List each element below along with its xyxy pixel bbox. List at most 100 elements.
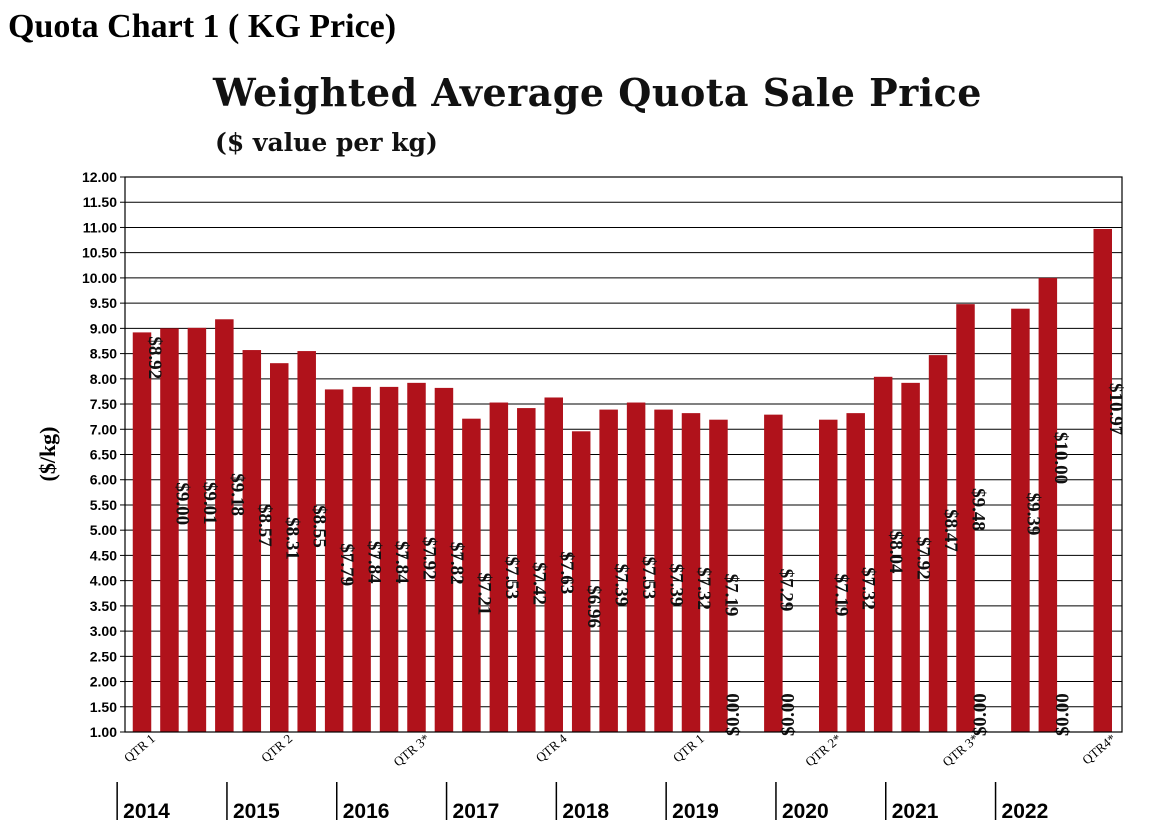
bar	[1093, 228, 1112, 732]
page-title: Quota Chart 1 ( KG Price)	[8, 8, 397, 45]
y-axis-ticks: 1.00 1.50 2.00 2.50 3.00 3.50 4.00 4.50 5.00 5.50…	[82, 169, 125, 740]
bar	[681, 413, 701, 732]
bar	[462, 418, 481, 732]
bar	[819, 419, 838, 732]
bar-value-label: $7.92	[419, 537, 440, 580]
bar-value-label: $7.92	[913, 537, 934, 580]
quarter-label: QTR 3*	[390, 731, 432, 770]
bar	[1011, 308, 1030, 732]
y-tick-label: 8.50	[90, 346, 117, 362]
quarter-label: QTR 2*	[802, 731, 844, 770]
bar	[654, 409, 673, 732]
bar-value-label: $9.18	[226, 473, 247, 516]
bar-value-label: $8.92	[144, 336, 165, 379]
bar-value-label: $10.00	[1050, 432, 1071, 484]
y-tick-label: 7.00	[90, 421, 117, 437]
y-tick-label: 3.00	[90, 623, 117, 639]
y-tick-label: 12.00	[82, 169, 117, 185]
bar	[489, 402, 509, 732]
bar	[242, 350, 262, 732]
bar	[599, 409, 618, 732]
bar	[626, 402, 646, 732]
year-label: 2018	[562, 800, 609, 823]
bar-value-label: $8.47	[940, 509, 961, 552]
y-tick-label: 10.50	[82, 245, 117, 261]
bar-value-label: $7.32	[858, 567, 879, 610]
y-tick-label: 4.50	[90, 547, 117, 563]
bar-value-label: $7.19	[830, 574, 851, 617]
bar	[764, 414, 783, 732]
bar-value-label: $8.04	[885, 531, 906, 574]
bar-value-label: $10.97	[1105, 383, 1126, 436]
y-tick-label: 9.00	[90, 320, 117, 336]
y-tick-label: 11.00	[83, 219, 117, 235]
y-tick-label: 11.50	[83, 194, 117, 210]
year-label: 2022	[1002, 800, 1049, 823]
plot-border	[124, 176, 1123, 733]
year-label: 2020	[782, 800, 829, 823]
y-tick-label: 1.00	[90, 724, 117, 740]
quarter-label: QTR 1	[121, 731, 158, 765]
bar-value-label: $0.00	[778, 693, 799, 736]
bar-value-label: $7.53	[638, 557, 659, 600]
chart-title: Weighted Average Quota Sale Price	[213, 70, 982, 115]
y-tick-label: 10.00	[82, 270, 117, 286]
bar-value-label: $7.84	[391, 541, 412, 584]
bar-value-label: $8.55	[309, 505, 330, 548]
bar-value-label: $7.53	[501, 557, 522, 600]
bar-value-label: $0.00	[723, 693, 744, 736]
year-label: 2014	[123, 800, 170, 823]
gridlines	[125, 176, 1122, 733]
bar-value-label: $7.39	[611, 564, 632, 607]
bar-value-label: $7.19	[720, 574, 741, 617]
bar	[901, 382, 920, 732]
bar	[270, 363, 289, 732]
y-axis-label: ($/kg)	[35, 427, 60, 482]
year-label: 2017	[453, 800, 500, 823]
bar	[928, 355, 948, 732]
bar-value-label: $7.29	[775, 569, 796, 612]
bar-value-label: $9.39	[1022, 493, 1043, 536]
bars	[132, 228, 1112, 732]
bar	[434, 387, 454, 732]
year-label: 2021	[892, 800, 939, 823]
bar	[352, 386, 371, 732]
bar-value-label: $8.57	[254, 504, 275, 547]
bar	[379, 386, 399, 732]
y-tick-label: 6.50	[90, 447, 117, 463]
y-tick-label: 2.50	[90, 648, 117, 664]
bar-value-label: $7.32	[693, 567, 714, 610]
quarter-label: QTR 2	[258, 731, 295, 765]
value-labels: $8.92 $9.00 $9.01 $9.18 $8.57 $8.31 $8.55 $7.79…	[144, 336, 1126, 736]
bar-value-label: $9.00	[171, 482, 192, 525]
bar-value-label: $7.79	[336, 543, 357, 586]
y-tick-label: 6.00	[90, 472, 117, 488]
y-tick-label: 9.50	[90, 295, 117, 311]
year-label: 2016	[343, 800, 390, 823]
bar	[407, 382, 426, 732]
quarter-label: QTR 1	[670, 731, 707, 765]
bar-value-label: $6.96	[583, 585, 604, 628]
bar	[873, 376, 893, 732]
y-tick-label: 5.50	[90, 497, 117, 513]
bar-value-label: $0.00	[970, 693, 991, 736]
x-axis: QTR 1 QTR 2 QTR 3* QTR 4 QTR 1 QTR 2* QTR 3* QT…	[116, 730, 1119, 823]
quarter-label: QTR4*	[1079, 731, 1119, 768]
bar-value-label: $7.63	[556, 551, 577, 594]
y-tick-label: 1.50	[90, 699, 117, 715]
bar-value-label: $7.82	[446, 542, 467, 585]
bar	[297, 351, 316, 732]
year-label: 2019	[672, 800, 719, 823]
y-tick-label: 3.50	[90, 598, 117, 614]
bar	[544, 397, 563, 732]
bar-value-label: $9.48	[968, 488, 989, 531]
bar	[709, 419, 728, 732]
bar	[160, 328, 179, 732]
bar-value-label: $7.84	[364, 541, 385, 584]
y-tick-label: 4.00	[90, 573, 117, 589]
y-tick-label: 5.00	[90, 522, 117, 538]
bar-value-label: $7.21	[473, 573, 494, 616]
bar-value-label: $0.00	[1052, 693, 1073, 736]
bar	[187, 327, 207, 732]
